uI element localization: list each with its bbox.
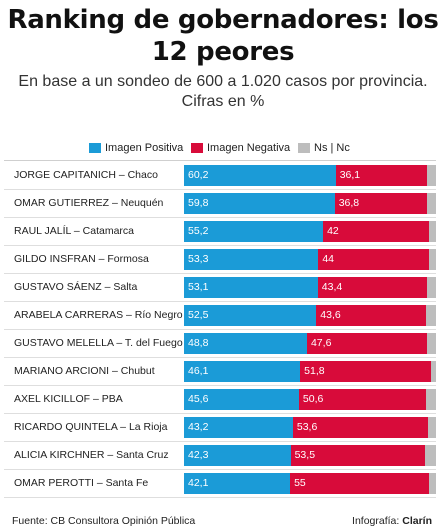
credit-name: Clarín	[402, 515, 432, 527]
bar-positive	[184, 417, 293, 438]
bar-row: ALICIA KIRCHNER – Santa Cruz 42,3 53,5	[4, 442, 436, 470]
data-label-negative: 51,8	[304, 365, 325, 377]
bar-row: GUSTAVO SÁENZ – Salta 53,1 43,4	[4, 274, 436, 302]
bar-negative	[318, 249, 430, 270]
bar-positive	[184, 445, 291, 466]
bar-row: RAUL JALÍL – Catamarca 55,2 42	[4, 218, 436, 246]
category-label: OMAR PEROTTI – Santa Fe	[14, 477, 149, 489]
bar-row: RICARDO QUINTELA – La Rioja 43,2 53,6	[4, 414, 436, 442]
bar-positive	[184, 165, 336, 186]
bar-negative	[290, 473, 429, 494]
data-label-positive: 55,2	[188, 225, 209, 237]
legend-swatch-positive	[89, 143, 101, 153]
data-label-positive: 53,1	[188, 281, 209, 293]
bar-negative	[317, 277, 428, 298]
data-label-positive: 52,5	[188, 309, 209, 321]
bar-positive	[184, 249, 319, 270]
bar-nsnc	[428, 473, 436, 494]
bar-nsnc	[425, 445, 436, 466]
category-label: GILDO INSFRAN – Formosa	[14, 253, 149, 265]
data-label-negative: 50,6	[302, 393, 324, 405]
bar-row: ARABELA CARRERAS – Río Negro 52,5 43,6	[4, 302, 436, 330]
data-label-negative: 42	[327, 225, 339, 237]
data-label-negative: 47,6	[310, 337, 332, 349]
data-label-positive: 46,1	[188, 365, 209, 377]
bar-nsnc	[427, 193, 436, 214]
chart-subtitle: En base a un sondeo de 600 a 1.020 casos…	[18, 73, 428, 110]
bar-negative	[300, 361, 431, 382]
bar-row: OMAR GUTIERREZ – Neuquén 59,8 36,8	[4, 190, 436, 218]
bar-row: OMAR PEROTTI – Santa Fe 42,1 55	[4, 470, 436, 498]
bar-negative	[292, 417, 428, 438]
bar-positive	[184, 277, 318, 298]
bar-row: GILDO INSFRAN – Formosa 53,3 44	[4, 246, 436, 274]
bar-positive	[184, 193, 335, 214]
data-label-negative: 43,6	[320, 309, 341, 321]
top-divider	[4, 160, 436, 161]
bar-nsnc	[426, 305, 436, 326]
bar-negative	[323, 221, 429, 242]
data-label-negative: 55	[294, 477, 306, 489]
bar-nsnc	[429, 249, 436, 270]
bar-negative	[298, 389, 427, 410]
data-label-positive: 45,6	[188, 393, 209, 405]
category-label: AXEL KICILLOF – PBA	[14, 393, 123, 405]
bar-nsnc	[426, 333, 436, 354]
category-label: GUSTAVO SÁENZ – Salta	[14, 281, 138, 293]
data-label-positive: 60,2	[188, 169, 209, 181]
data-label-negative: 43,4	[321, 281, 343, 293]
category-label: RAUL JALÍL – Catamarca	[14, 225, 135, 237]
data-label-positive: 59,8	[188, 197, 209, 209]
credit-note: Infografía: Clarín	[352, 514, 432, 528]
category-label: OMAR GUTIERREZ – Neuquén	[14, 197, 164, 209]
bar-nsnc	[426, 165, 436, 186]
data-label-positive: 42,3	[188, 449, 209, 461]
legend-label-nsnc: Ns | Nc	[314, 142, 350, 154]
bar-nsnc	[430, 361, 436, 382]
legend-label-positive: Imagen Positiva	[105, 142, 184, 154]
bar-nsnc	[427, 417, 436, 438]
data-label-negative: 36,1	[339, 169, 361, 181]
bar-negative	[335, 165, 427, 186]
data-label-positive: 53,3	[188, 253, 209, 265]
category-label: MARIANO ARCIONI – Chubut	[14, 365, 155, 377]
category-label: ARABELA CARRERAS – Río Negro	[14, 309, 183, 321]
credit-prefix: Infografía:	[352, 515, 400, 527]
bar-positive	[184, 389, 299, 410]
bar-positive	[184, 221, 324, 242]
category-label: RICARDO QUINTELA – La Rioja	[14, 421, 168, 433]
data-label-negative: 53,5	[294, 449, 316, 461]
data-label-negative: 53,6	[296, 421, 318, 433]
source-note: Fuente: CB Consultora Opinión Pública	[12, 515, 196, 527]
bar-row: GUSTAVO MELELLA – T. del Fuego 48,8 47,6	[4, 330, 436, 358]
bar-row: MARIANO ARCIONI – Chubut 46,1 51,8	[4, 358, 436, 386]
bar-row: JORGE CAPITANICH – Chaco 60,2 36,1	[4, 162, 436, 190]
bar-nsnc	[426, 389, 436, 410]
legend-label-negative: Imagen Negativa	[207, 142, 291, 154]
data-label-positive: 42,1	[188, 477, 209, 489]
category-label: GUSTAVO MELELLA – T. del Fuego	[14, 337, 183, 349]
data-label-positive: 48,8	[188, 337, 209, 349]
data-label-negative: 44	[322, 253, 334, 265]
bar-row: AXEL KICILLOF – PBA 45,6 50,6	[4, 386, 436, 414]
bar-positive	[184, 361, 301, 382]
legend-swatch-negative	[191, 143, 203, 153]
category-label: ALICIA KIRCHNER – Santa Cruz	[14, 449, 169, 461]
bar-positive	[184, 333, 307, 354]
chart-title: Ranking de gobernadores: los 12 peores	[7, 5, 439, 67]
legend-swatch-nsnc	[298, 143, 310, 153]
bar-negative	[316, 305, 427, 326]
bar-nsnc	[428, 221, 436, 242]
category-label: JORGE CAPITANICH – Chaco	[14, 169, 158, 181]
bar-positive	[184, 305, 317, 326]
bar-nsnc	[427, 277, 436, 298]
bar-negative	[306, 333, 427, 354]
bar-negative	[290, 445, 426, 466]
data-label-negative: 36,8	[338, 197, 360, 209]
data-label-positive: 43,2	[188, 421, 209, 433]
bar-negative	[334, 193, 428, 214]
legend: Imagen Positiva Imagen Negativa Ns | Nc	[0, 140, 446, 156]
bar-positive	[184, 473, 291, 494]
